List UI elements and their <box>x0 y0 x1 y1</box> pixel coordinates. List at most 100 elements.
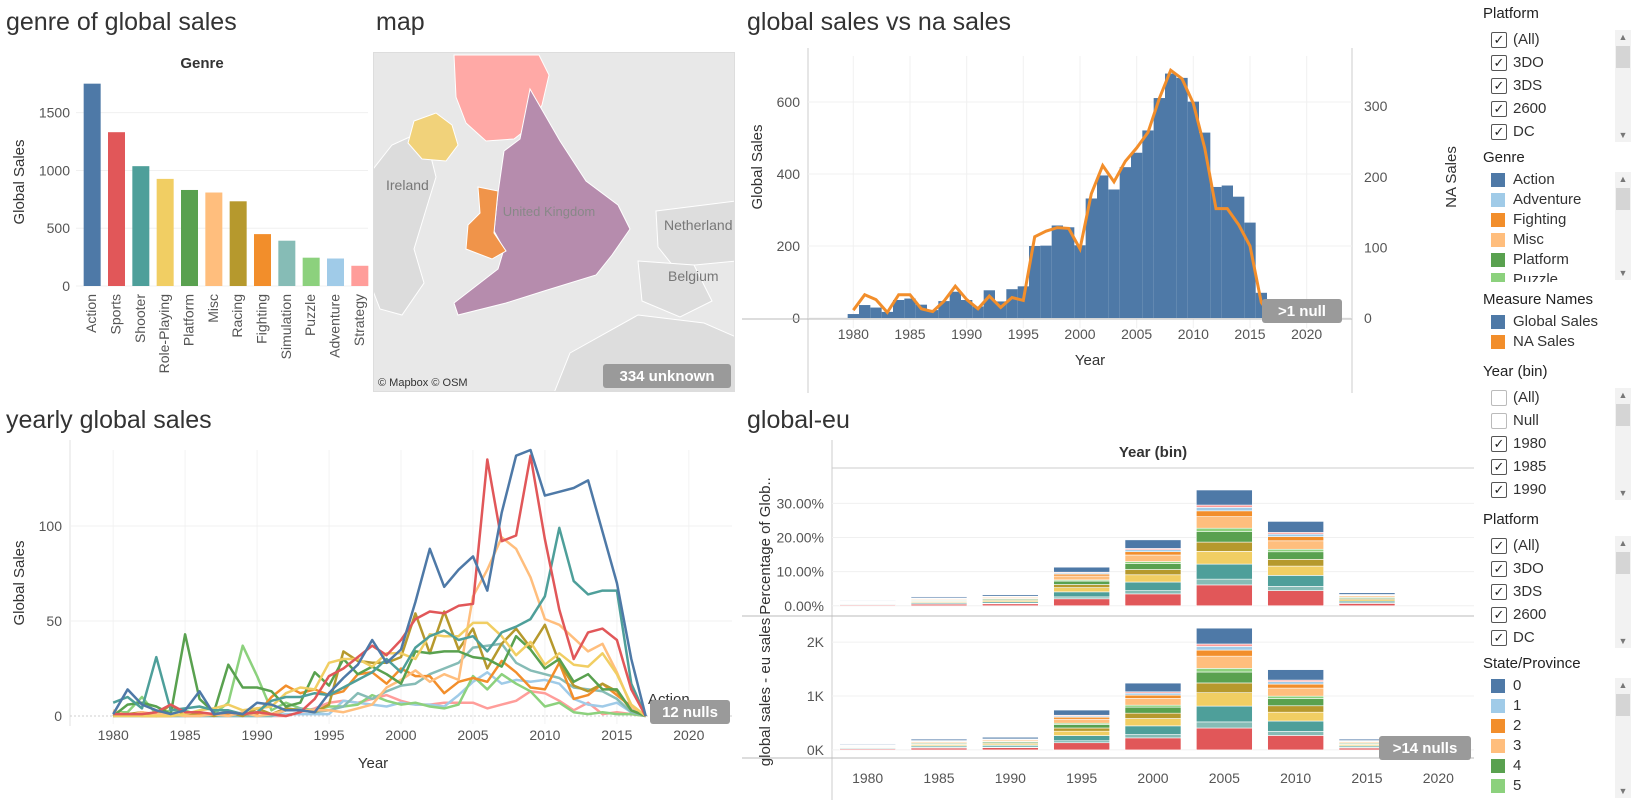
geu-segment-misc[interactable] <box>1124 698 1182 706</box>
platform-filter-2-scrollbar[interactable]: ▲ ▼ <box>1615 536 1631 648</box>
platform-filter-1-option[interactable]: ✓ (All) <box>1483 28 1615 51</box>
gvna-global-bar[interactable] <box>1176 77 1188 318</box>
geu-segment-adventure[interactable] <box>1267 681 1324 685</box>
global-vs-na-chart[interactable]: 0 200 400 600 0 100 200 300 1980 1985 1990 1995 2000… <box>742 48 1482 393</box>
platform-filter-2-checkbox[interactable]: ✓ <box>1491 583 1507 600</box>
geu-segment-role-playing[interactable] <box>1196 551 1253 565</box>
yearly-line-shooter[interactable] <box>112 526 647 717</box>
geu-segment-shooter[interactable] <box>1124 581 1182 591</box>
geu-segment-sports[interactable] <box>1267 735 1324 751</box>
gvna-null-pill[interactable] <box>1262 299 1342 323</box>
gvna-global-bar[interactable] <box>1142 130 1154 318</box>
geu-segment-role-playing[interactable] <box>1267 565 1324 576</box>
year-bin-option[interactable]: ✓ 1980 <box>1483 432 1615 455</box>
geu-segment-adventure[interactable] <box>1267 533 1324 537</box>
platform-filter-2-checkbox[interactable]: ✓ <box>1491 606 1507 623</box>
genre-legend-item[interactable]: Puzzle <box>1483 270 1615 282</box>
yearly-line-role-playing[interactable] <box>113 621 647 718</box>
gvna-global-bar[interactable] <box>1040 245 1052 318</box>
gvna-global-bar[interactable] <box>1085 198 1097 318</box>
gvna-global-bar[interactable] <box>1074 245 1086 318</box>
gvna-global-bar[interactable] <box>1051 225 1063 318</box>
geu-segment-simulation[interactable] <box>1196 578 1253 586</box>
geu-segment-racing[interactable] <box>1196 541 1253 552</box>
geu-segment-action[interactable] <box>1124 682 1182 693</box>
genre-bar-platform[interactable] <box>181 189 198 286</box>
gvna-global-bar[interactable] <box>1210 186 1222 318</box>
geu-segment-puzzle[interactable] <box>1196 527 1253 532</box>
map-unknown-pill[interactable] <box>603 364 731 388</box>
gvna-global-bar[interactable] <box>949 291 961 318</box>
state-legend-item[interactable]: 1 <box>1483 696 1615 716</box>
genre-legend-scrollbar[interactable]: ▲ ▼ <box>1615 172 1631 280</box>
genre-bar-fighting[interactable] <box>254 234 271 286</box>
year-bin-checkbox[interactable] <box>1491 412 1507 429</box>
map-view[interactable]: Ireland United Kingdom Netherland Belgiu… <box>373 52 735 392</box>
gvna-global-bar[interactable] <box>1108 189 1120 318</box>
uk-england-region[interactable] <box>453 87 631 316</box>
geu-segment-sports[interactable] <box>982 747 1039 751</box>
geu-segment-sports[interactable] <box>1124 593 1182 607</box>
geu-segment-platform[interactable] <box>1267 551 1324 560</box>
geu-segment-strategy[interactable] <box>1196 643 1253 647</box>
gvna-global-bar[interactable] <box>1221 185 1233 318</box>
platform-filter-2-option[interactable]: ✓ DC <box>1483 626 1615 649</box>
geu-segment-fighting[interactable] <box>1124 551 1182 556</box>
geu-segment-simulation[interactable] <box>1267 731 1324 736</box>
state-legend-item[interactable]: 0 <box>1483 676 1615 696</box>
platform-filter-1-checkbox[interactable]: ✓ <box>1491 31 1507 48</box>
yearly-line-platform[interactable] <box>112 633 647 718</box>
geu-segment-action[interactable] <box>910 738 968 741</box>
geu-segment-platform[interactable] <box>1053 724 1110 729</box>
genre-legend-item[interactable]: Action <box>1483 170 1615 190</box>
genre-legend-item[interactable]: Platform <box>1483 250 1615 270</box>
geu-segment-adventure[interactable] <box>1124 692 1182 696</box>
measure-legend-item[interactable]: NA Sales <box>1483 332 1615 352</box>
genre-bar-adventure[interactable] <box>327 258 344 286</box>
geu-segment-adventure[interactable] <box>1196 646 1253 651</box>
geu-segment-simulation[interactable] <box>1124 734 1182 739</box>
geu-segment-shooter[interactable] <box>1196 563 1253 580</box>
geu-segment-adventure[interactable] <box>1196 507 1253 512</box>
geu-segment-action[interactable] <box>1053 709 1110 716</box>
geu-segment-platform[interactable] <box>1196 531 1253 543</box>
gvna-global-bar[interactable] <box>1153 98 1165 318</box>
geu-segment-shooter[interactable] <box>1267 575 1324 587</box>
platform-filter-1-option[interactable]: ✓ DC <box>1483 120 1615 143</box>
geu-segment-sports[interactable] <box>1196 584 1253 607</box>
geu-segment-puzzle[interactable] <box>1124 704 1182 708</box>
gvna-global-bar[interactable] <box>870 307 882 318</box>
platform-filter-1-checkbox[interactable]: ✓ <box>1491 54 1507 71</box>
yearly-line-action[interactable] <box>112 448 647 717</box>
geu-segment-strategy[interactable] <box>1196 504 1253 508</box>
gvna-global-bar[interactable] <box>983 290 995 318</box>
geu-segment-action[interactable] <box>1267 521 1324 533</box>
year-bin-option[interactable]: ✓ 1985 <box>1483 455 1615 478</box>
genre-bar-simulation[interactable] <box>278 240 296 286</box>
geu-segment-platform[interactable] <box>1124 563 1182 570</box>
global-eu-chart[interactable]: Year (bin) 0.00% 10.00% 20.00% 30.00%Percent… <box>742 440 1482 800</box>
geu-segment-sports[interactable] <box>1053 742 1110 751</box>
geu-segment-action[interactable] <box>1267 669 1324 681</box>
genre-bar-sports[interactable] <box>108 132 125 286</box>
yearly-line-misc[interactable] <box>112 536 647 718</box>
geu-segment-sports[interactable] <box>1124 737 1182 751</box>
uk-wales-region[interactable] <box>465 186 507 260</box>
gvna-global-bar[interactable] <box>1233 196 1245 318</box>
gvna-global-bar[interactable] <box>995 301 1007 318</box>
geu-segment-racing[interactable] <box>1196 682 1253 693</box>
platform-filter-1-scrollbar[interactable]: ▲ ▼ <box>1615 30 1631 142</box>
geu-segment-sports[interactable] <box>1338 603 1396 607</box>
geu-segment-puzzle[interactable] <box>1267 695 1324 699</box>
state-legend-item[interactable]: 4 <box>1483 756 1615 776</box>
state-legend-item[interactable]: 5 <box>1483 776 1615 796</box>
geu-segment-action[interactable] <box>839 600 896 602</box>
geu-segment-misc[interactable] <box>1267 687 1324 697</box>
genre-legend-item[interactable]: Adventure <box>1483 190 1615 210</box>
geu-segment-role-playing[interactable] <box>1267 711 1324 722</box>
yearly-global-sales-chart[interactable]: 0 50 100 1980 1985 1990 1995 2000 2005 2010 2015 20… <box>0 440 740 790</box>
geu-segment-action[interactable] <box>1196 489 1253 506</box>
geu-segment-simulation[interactable] <box>1196 721 1253 729</box>
genre-bar-strategy[interactable] <box>351 265 369 286</box>
geu-segment-action[interactable] <box>1338 592 1396 595</box>
